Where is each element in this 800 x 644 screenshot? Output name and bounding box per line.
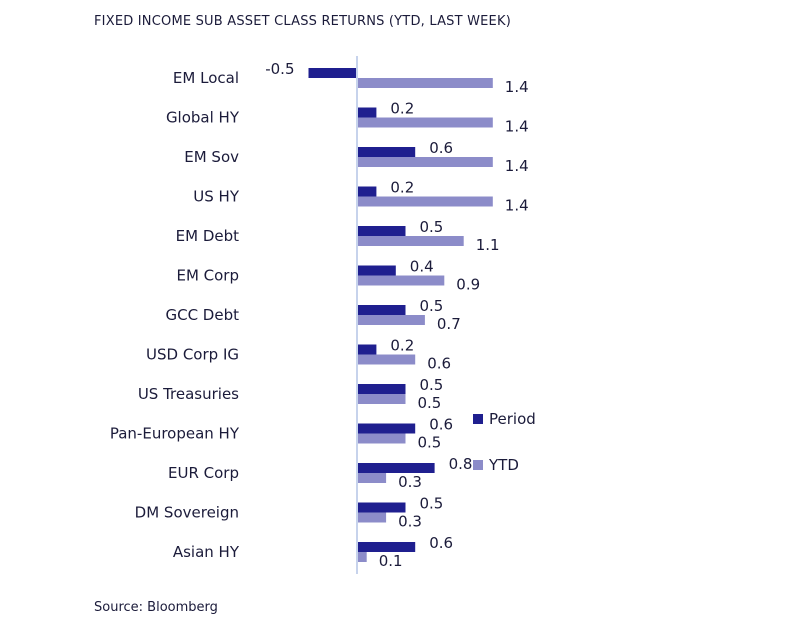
period-bar (357, 542, 416, 552)
category-label: EM Corp (176, 267, 239, 285)
period-data-label: 0.6 (429, 534, 453, 552)
category-label: USD Corp IG (146, 346, 239, 364)
category-label: EM Debt (176, 227, 239, 245)
category-label: GCC Debt (165, 306, 239, 324)
legend-label-period: Period (489, 410, 536, 428)
chart-title: FIXED INCOME SUB ASSET CLASS RETURNS (YT… (94, 14, 511, 29)
period-bar (357, 265, 396, 276)
period-data-label: 0.6 (429, 139, 453, 157)
ytd-bar (357, 354, 416, 365)
ytd-bar (357, 473, 387, 483)
category-label: Pan-European HY (110, 425, 240, 443)
ytd-data-label: 1.4 (505, 157, 529, 175)
category-label: US HY (193, 188, 240, 206)
ytd-bar (357, 196, 493, 207)
period-data-label: 0.5 (420, 376, 444, 394)
ytd-bar (357, 512, 387, 523)
period-bar (357, 147, 416, 157)
legend-swatch-ytd (473, 460, 483, 470)
ytd-data-label: 1.1 (476, 236, 500, 254)
source-note: Source: Bloomberg (94, 600, 218, 615)
period-bar (357, 344, 377, 355)
period-data-label: 0.8 (449, 455, 473, 473)
ytd-bar (357, 315, 425, 325)
ytd-bar (357, 394, 406, 404)
ytd-data-label: 0.3 (398, 513, 422, 531)
period-data-label: 0.2 (390, 179, 414, 197)
period-bar (357, 463, 435, 473)
ytd-bar (357, 157, 493, 167)
period-data-label: 0.2 (390, 100, 414, 118)
period-bar (357, 384, 406, 394)
ytd-bar (357, 117, 493, 128)
legend-label-ytd: YTD (488, 456, 519, 474)
legend-swatch-period (473, 414, 483, 424)
category-label: EUR Corp (168, 464, 239, 482)
period-bar (357, 502, 406, 513)
period-bar (308, 68, 357, 78)
period-bar (357, 226, 406, 236)
ytd-data-label: 0.9 (456, 276, 480, 294)
ytd-data-label: 0.5 (418, 394, 442, 412)
category-label: Global HY (166, 109, 240, 127)
period-data-label: 0.5 (420, 297, 444, 315)
period-bar (357, 423, 416, 434)
ytd-bar (357, 433, 406, 444)
category-label: DM Sovereign (135, 504, 239, 522)
category-label: EM Sov (184, 148, 239, 166)
ytd-data-label: 0.1 (379, 552, 403, 570)
period-data-label: 0.4 (410, 258, 434, 276)
period-bar (357, 186, 377, 197)
ytd-data-label: 1.4 (505, 78, 529, 96)
ytd-bar (357, 78, 493, 88)
ytd-data-label: 1.4 (505, 118, 529, 136)
period-data-label: 0.6 (429, 416, 453, 434)
ytd-data-label: 0.7 (437, 315, 461, 333)
period-data-label: 0.5 (420, 495, 444, 513)
ytd-bar (357, 236, 464, 246)
period-data-label: -0.5 (265, 60, 294, 78)
ytd-data-label: 1.4 (505, 197, 529, 215)
period-data-label: 0.2 (390, 337, 414, 355)
ytd-data-label: 0.3 (398, 473, 422, 491)
ytd-bar (357, 275, 445, 286)
period-bar (357, 305, 406, 315)
period-bar (357, 107, 377, 118)
category-label: EM Local (173, 69, 239, 87)
category-label: US Treasuries (138, 385, 239, 403)
ytd-bar (357, 552, 367, 562)
period-data-label: 0.5 (420, 218, 444, 236)
category-label: Asian HY (173, 543, 240, 561)
ytd-data-label: 0.6 (427, 355, 451, 373)
ytd-data-label: 0.5 (418, 434, 442, 452)
